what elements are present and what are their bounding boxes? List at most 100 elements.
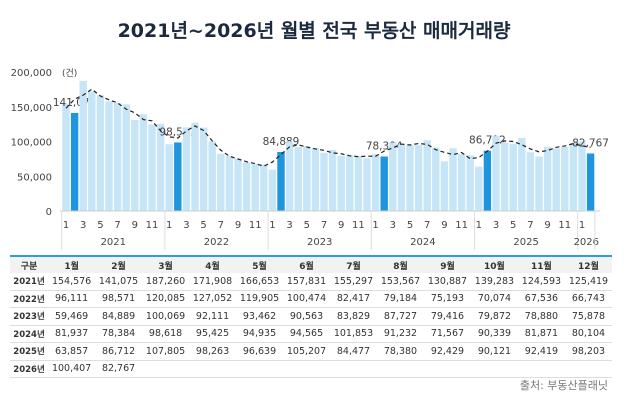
x-tick-label: 1 bbox=[166, 220, 172, 231]
row-header: 2025년 bbox=[10, 342, 49, 361]
x-tick-label: 1 bbox=[372, 220, 378, 231]
x-tick-label: 9 bbox=[132, 220, 138, 231]
bar bbox=[88, 91, 96, 211]
table-row: 2025년 63,857 86,712 107,805 98,263 96,639 105,… bbox=[10, 342, 612, 361]
bar bbox=[457, 154, 466, 211]
y-tick-label: 150,000 bbox=[11, 103, 52, 114]
bar bbox=[79, 80, 87, 211]
table-cell: 78,880 bbox=[517, 307, 565, 326]
bar bbox=[518, 137, 526, 211]
table-cell: 125,419 bbox=[564, 273, 612, 291]
x-tick-label: 7 bbox=[114, 220, 120, 231]
x-tick-label: 7 bbox=[424, 220, 430, 231]
x-tick-label: 3 bbox=[390, 220, 396, 231]
table-cell: 91,232 bbox=[376, 325, 424, 343]
row-header: 2023년 bbox=[10, 307, 49, 326]
bar bbox=[389, 142, 397, 211]
bar bbox=[509, 143, 517, 211]
table-cell: 101,853 bbox=[330, 325, 377, 343]
table-cell: 75,878 bbox=[564, 307, 612, 326]
year-label: 2021 bbox=[101, 237, 126, 248]
x-tick-label: 5 bbox=[97, 220, 103, 231]
table-cell: 90,339 bbox=[470, 325, 518, 343]
table-cell: 83,829 bbox=[330, 307, 377, 326]
table-cell bbox=[236, 360, 284, 378]
bar bbox=[70, 112, 79, 211]
bar bbox=[234, 158, 242, 211]
table-cell: 87,727 bbox=[376, 307, 424, 326]
bar bbox=[225, 155, 234, 211]
x-tick-label: 9 bbox=[338, 220, 344, 231]
x-tick-label: 11 bbox=[352, 220, 365, 231]
bar bbox=[251, 164, 259, 211]
table-cell: 84,889 bbox=[95, 307, 143, 326]
data-label: 86,712 bbox=[469, 135, 506, 147]
table-header-cell: 3월 bbox=[142, 255, 190, 273]
table-row: 2024년 81,937 78,384 98,618 95,425 94,935 94,56… bbox=[10, 325, 612, 343]
table-cell: 71,567 bbox=[423, 325, 471, 343]
x-tick-label: 11 bbox=[558, 220, 571, 231]
x-tick-label: 1 bbox=[269, 220, 275, 231]
bar bbox=[156, 123, 165, 211]
bar bbox=[466, 155, 474, 211]
bar bbox=[174, 142, 182, 211]
unit-label: (건) bbox=[62, 68, 77, 79]
table-cell: 98,203 bbox=[564, 342, 612, 361]
bar bbox=[535, 156, 543, 211]
table-cell: 120,085 bbox=[142, 290, 190, 308]
table-cell: 80,104 bbox=[564, 325, 612, 343]
table-cell: 90,121 bbox=[470, 342, 518, 361]
table-header-cell: 2월 bbox=[95, 255, 143, 273]
bar bbox=[346, 155, 354, 211]
table-cell bbox=[142, 360, 190, 378]
y-tick-label: 0 bbox=[46, 207, 52, 218]
table-cell: 154,576 bbox=[48, 273, 96, 291]
table-cell bbox=[189, 360, 237, 378]
table-cell: 187,260 bbox=[142, 273, 190, 291]
x-tick-label: 3 bbox=[493, 220, 499, 231]
table-row: 2023년 59,469 84,889 100,069 92,111 93,462 90,5… bbox=[10, 307, 612, 326]
table-cell: 86,712 bbox=[95, 342, 143, 361]
table-row: 2022년 96,111 98,571 120,085 127,052 119,905 10… bbox=[10, 290, 612, 308]
x-tick-label: 11 bbox=[455, 220, 468, 231]
bar bbox=[414, 145, 423, 211]
bar bbox=[578, 141, 586, 211]
bar bbox=[432, 147, 440, 211]
bar bbox=[303, 146, 311, 211]
x-tick-label: 1 bbox=[63, 220, 69, 231]
table-cell: 78,380 bbox=[376, 342, 424, 361]
table-cell: 81,871 bbox=[517, 325, 565, 343]
bar bbox=[354, 156, 363, 211]
table-cell: 100,069 bbox=[142, 307, 190, 326]
x-tick-label: 9 bbox=[441, 220, 447, 231]
x-tick-label: 1 bbox=[476, 220, 482, 231]
table-cell bbox=[283, 360, 330, 378]
bar bbox=[165, 144, 173, 211]
table-cell: 90,563 bbox=[283, 307, 330, 326]
table-cell: 82,767 bbox=[95, 360, 143, 378]
table-cell bbox=[470, 360, 518, 378]
bar bbox=[285, 141, 294, 211]
y-tick-label: 50,000 bbox=[17, 172, 52, 183]
bar bbox=[552, 148, 560, 211]
table-cell bbox=[330, 360, 377, 378]
table-header-cell: 11월 bbox=[517, 255, 565, 273]
bar bbox=[131, 120, 139, 211]
table-cell bbox=[564, 360, 612, 378]
table-cell: 155,297 bbox=[330, 273, 377, 291]
table-cell: 124,593 bbox=[517, 273, 565, 291]
table-cell: 63,857 bbox=[48, 342, 96, 361]
bar bbox=[96, 95, 105, 211]
bar bbox=[500, 142, 509, 211]
bar bbox=[561, 146, 569, 211]
x-tick-label: 5 bbox=[407, 220, 413, 231]
x-tick-label: 7 bbox=[321, 220, 327, 231]
table-cell: 94,565 bbox=[283, 325, 330, 343]
x-tick-label: 7 bbox=[527, 220, 533, 231]
bar bbox=[320, 152, 328, 211]
x-tick-label: 5 bbox=[510, 220, 516, 231]
bar bbox=[122, 104, 130, 211]
data-table: 구분 1월 2월 3월 4월 5월 6월 7월 8월 9월 10월 11월 12월 2021년 154,5… bbox=[10, 255, 612, 378]
year-label: 2025 bbox=[513, 237, 538, 248]
